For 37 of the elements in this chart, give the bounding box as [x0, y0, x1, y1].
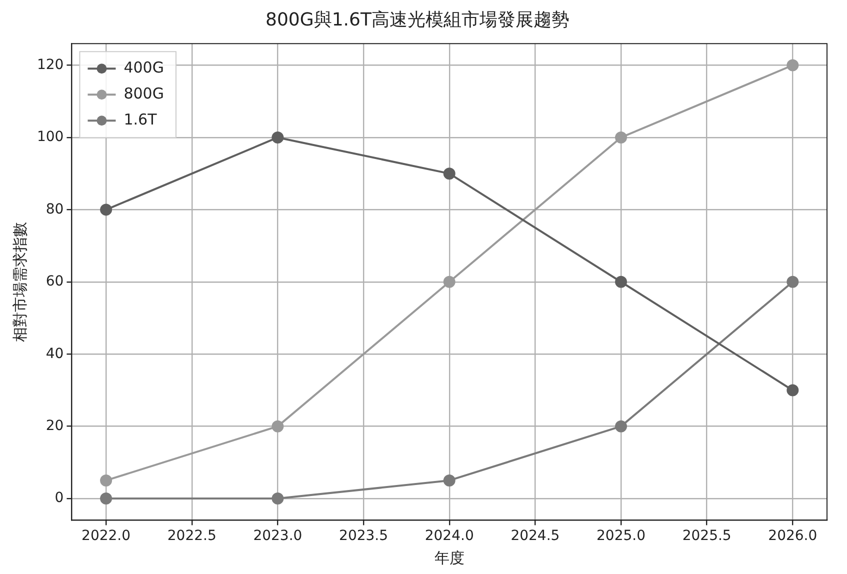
point: [100, 474, 112, 486]
legend-label: 400G: [124, 58, 164, 76]
x-axis-title: 年度: [434, 548, 464, 567]
y-axis-title: 相對市場需求指數: [10, 222, 29, 342]
legend-label: 1.6T: [124, 110, 158, 128]
point: [443, 474, 456, 486]
point: [443, 168, 456, 180]
y-tick-label: 100: [36, 129, 64, 146]
point: [100, 204, 112, 216]
point: [786, 59, 799, 72]
point: [615, 420, 628, 432]
x-tick-label: 2025.0: [596, 528, 646, 544]
x-tick-label: 2022.5: [167, 528, 216, 544]
y-tick-label: 80: [46, 201, 64, 218]
x-tick-label: 2024.5: [510, 528, 560, 544]
x-tick-label: 2025.5: [682, 528, 732, 544]
point: [615, 276, 628, 288]
x-tick-label: 2026.0: [768, 528, 818, 544]
y-tick-label: 40: [46, 346, 64, 362]
point: [272, 492, 284, 505]
point: [615, 131, 628, 144]
point: [100, 492, 112, 505]
point: [786, 276, 799, 288]
x-tick-label: 2023.0: [253, 528, 302, 544]
y-tick-label: 60: [46, 274, 64, 290]
y-tick-label: 0: [54, 490, 64, 506]
x-tick-label: 2024.0: [424, 528, 474, 544]
x-tick-label: 2022.0: [82, 528, 131, 544]
point: [443, 276, 456, 288]
chart-title: 800G與1.6T高速光模組市場發展趨勢: [266, 9, 570, 30]
point: [272, 131, 284, 144]
point: [272, 420, 284, 432]
x-tick-label: 2023.5: [339, 528, 388, 544]
legend-label: 800G: [124, 84, 164, 102]
point: [786, 384, 799, 396]
y-tick-label: 120: [36, 56, 64, 73]
y-tick-label: 20: [46, 418, 64, 434]
